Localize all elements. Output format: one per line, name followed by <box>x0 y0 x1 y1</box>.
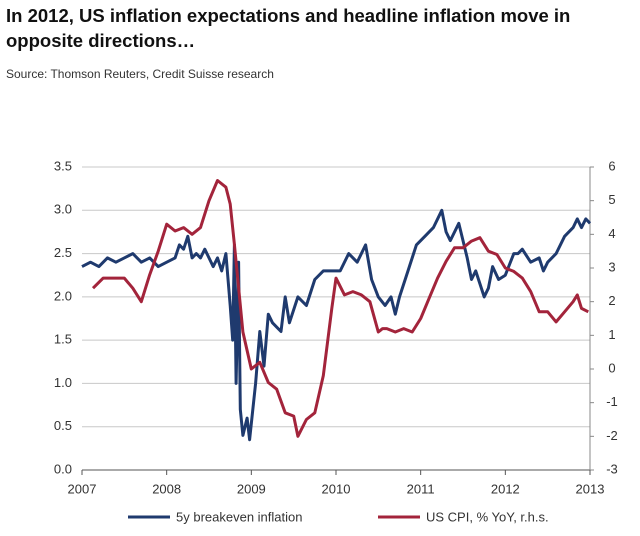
y2-tick-label: 1 <box>608 327 615 342</box>
series-line <box>81 208 592 442</box>
x-tick-label: 2012 <box>491 481 520 496</box>
y-tick-label: 2.0 <box>54 288 72 303</box>
y-tick-label: 0.0 <box>54 461 72 476</box>
y2-tick-label: 3 <box>608 259 615 274</box>
x-tick-label: 2013 <box>576 481 605 496</box>
y-tick-label: 3.5 <box>54 158 72 173</box>
x-tick-label: 2009 <box>237 481 266 496</box>
y-tick-label: 1.5 <box>54 332 72 347</box>
legend-label: 5y breakeven inflation <box>176 509 302 524</box>
x-tick-label: 2010 <box>322 481 351 496</box>
y2-tick-label: 2 <box>608 293 615 308</box>
y-tick-label: 2.5 <box>54 245 72 260</box>
y2-tick-label: 6 <box>608 158 615 173</box>
y2-tick-label: 5 <box>608 192 615 207</box>
y-tick-label: 3.0 <box>54 202 72 217</box>
y-tick-label: 1.0 <box>54 375 72 390</box>
y2-tick-label: 0 <box>608 360 615 375</box>
x-tick-label: 2007 <box>68 481 97 496</box>
title-line: In 2012, US inflation expectations and h… <box>6 5 570 26</box>
series-line <box>91 179 589 438</box>
y2-tick-label: -2 <box>606 428 618 443</box>
y-tick-label: 0.5 <box>54 418 72 433</box>
title-line: opposite directions… <box>6 30 195 51</box>
chart-title: In 2012, US inflation expectations and h… <box>6 5 570 51</box>
x-tick-label: 2011 <box>407 481 435 496</box>
y2-tick-label: -1 <box>606 394 618 409</box>
legend-label: US CPI, % YoY, r.h.s. <box>426 509 549 524</box>
y2-tick-label: 4 <box>608 226 615 241</box>
chart-subtitle: Source: Thomson Reuters, Credit Suisse r… <box>6 67 274 81</box>
y2-tick-label: -3 <box>606 461 618 476</box>
x-tick-label: 2008 <box>152 481 181 496</box>
